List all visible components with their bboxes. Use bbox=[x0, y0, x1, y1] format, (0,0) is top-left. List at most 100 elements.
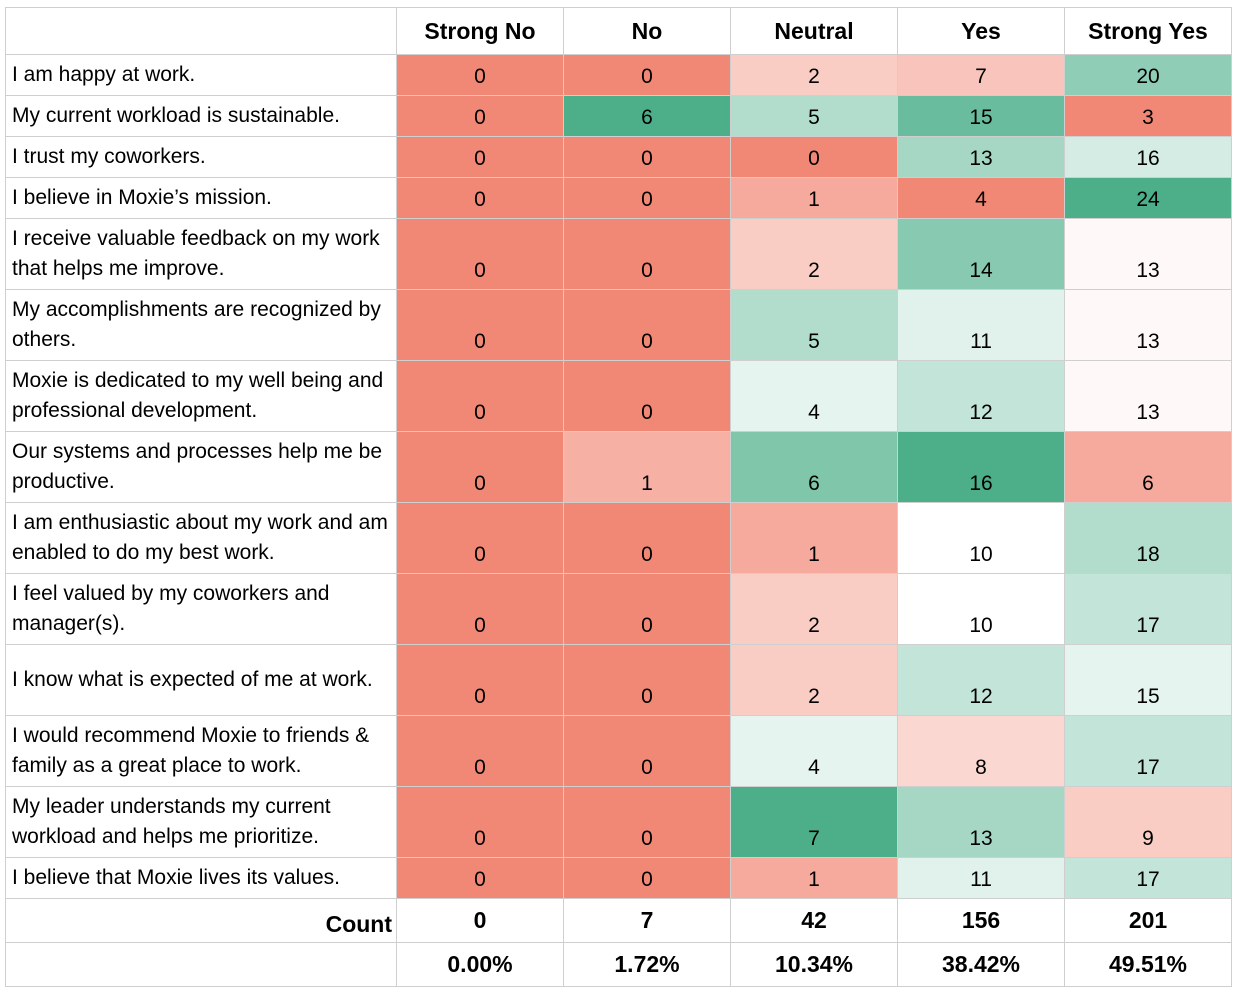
column-header-neutral: Neutral bbox=[730, 7, 898, 55]
cell-strong-yes: 9 bbox=[1064, 786, 1232, 858]
count-neutral: 42 bbox=[730, 898, 898, 943]
cell-no: 0 bbox=[563, 786, 731, 858]
cell-yes: 14 bbox=[897, 218, 1065, 290]
cell-strong-yes: 17 bbox=[1064, 715, 1232, 787]
percent-neutral: 10.34% bbox=[730, 942, 898, 987]
question-label: I know what is expected of me at work. bbox=[5, 644, 397, 716]
count-label: Count bbox=[5, 898, 397, 943]
cell-strong-no: 0 bbox=[396, 502, 564, 574]
cell-no: 0 bbox=[563, 715, 731, 787]
table-row: I am happy at work. 0 0 2 7 20 bbox=[5, 54, 1232, 96]
cell-yes: 7 bbox=[897, 54, 1065, 96]
cell-yes: 13 bbox=[897, 136, 1065, 178]
cell-yes: 10 bbox=[897, 502, 1065, 574]
table-row: Moxie is dedicated to my well being and … bbox=[5, 360, 1232, 432]
cell-neutral: 4 bbox=[730, 715, 898, 787]
cell-strong-no: 0 bbox=[396, 218, 564, 290]
header-row: Strong No No Neutral Yes Strong Yes bbox=[5, 7, 1232, 55]
table-row: I trust my coworkers. 0 0 0 13 16 bbox=[5, 136, 1232, 178]
table-row: I would recommend Moxie to friends & fam… bbox=[5, 715, 1232, 787]
cell-yes: 8 bbox=[897, 715, 1065, 787]
cell-strong-yes: 6 bbox=[1064, 431, 1232, 503]
cell-strong-yes: 17 bbox=[1064, 857, 1232, 899]
question-label: I would recommend Moxie to friends & fam… bbox=[5, 715, 397, 787]
cell-neutral: 2 bbox=[730, 644, 898, 716]
cell-no: 0 bbox=[563, 360, 731, 432]
cell-no: 6 bbox=[563, 95, 731, 137]
cell-strong-no: 0 bbox=[396, 54, 564, 96]
cell-yes: 16 bbox=[897, 431, 1065, 503]
cell-strong-no: 0 bbox=[396, 857, 564, 899]
table-row: My current workload is sustainable. 0 6 5 15… bbox=[5, 95, 1232, 137]
cell-yes: 13 bbox=[897, 786, 1065, 858]
cell-yes: 12 bbox=[897, 360, 1065, 432]
table-row: My accomplishments are recognized by oth… bbox=[5, 289, 1232, 361]
percent-strong-yes: 49.51% bbox=[1064, 942, 1232, 987]
cell-neutral: 6 bbox=[730, 431, 898, 503]
cell-strong-no: 0 bbox=[396, 177, 564, 219]
cell-neutral: 4 bbox=[730, 360, 898, 432]
cell-strong-yes: 16 bbox=[1064, 136, 1232, 178]
cell-no: 0 bbox=[563, 644, 731, 716]
question-label: I feel valued by my coworkers and manage… bbox=[5, 573, 397, 645]
table-row: I know what is expected of me at work. 0 0… bbox=[5, 644, 1232, 716]
percent-no: 1.72% bbox=[563, 942, 731, 987]
cell-neutral: 2 bbox=[730, 218, 898, 290]
cell-strong-yes: 13 bbox=[1064, 360, 1232, 432]
cell-strong-yes: 13 bbox=[1064, 218, 1232, 290]
cell-strong-no: 0 bbox=[396, 289, 564, 361]
column-header-yes: Yes bbox=[897, 7, 1065, 55]
cell-strong-yes: 15 bbox=[1064, 644, 1232, 716]
question-label: My accomplishments are recognized by oth… bbox=[5, 289, 397, 361]
corner-cell bbox=[5, 7, 397, 55]
question-label: I believe that Moxie lives its values. bbox=[5, 857, 397, 899]
cell-strong-no: 0 bbox=[396, 644, 564, 716]
cell-strong-no: 0 bbox=[396, 786, 564, 858]
cell-strong-yes: 3 bbox=[1064, 95, 1232, 137]
cell-yes: 11 bbox=[897, 857, 1065, 899]
cell-neutral: 7 bbox=[730, 786, 898, 858]
question-label: I believe in Moxie’s mission. bbox=[5, 177, 397, 219]
cell-no: 0 bbox=[563, 857, 731, 899]
question-label: My current workload is sustainable. bbox=[5, 95, 397, 137]
cell-yes: 4 bbox=[897, 177, 1065, 219]
table-row: I am enthusiastic about my work and am e… bbox=[5, 502, 1232, 574]
cell-yes: 11 bbox=[897, 289, 1065, 361]
column-header-strong-no: Strong No bbox=[396, 7, 564, 55]
column-header-strong-yes: Strong Yes bbox=[1064, 7, 1232, 55]
question-label: I trust my coworkers. bbox=[5, 136, 397, 178]
cell-neutral: 2 bbox=[730, 573, 898, 645]
cell-strong-no: 0 bbox=[396, 95, 564, 137]
cell-strong-yes: 17 bbox=[1064, 573, 1232, 645]
question-label: Our systems and processes help me be pro… bbox=[5, 431, 397, 503]
table-row: I receive valuable feedback on my work t… bbox=[5, 218, 1232, 290]
cell-strong-no: 0 bbox=[396, 136, 564, 178]
column-header-no: No bbox=[563, 7, 731, 55]
cell-neutral: 2 bbox=[730, 54, 898, 96]
percent-strong-no: 0.00% bbox=[396, 942, 564, 987]
percentage-row: 0.00% 1.72% 10.34% 38.42% 49.51% bbox=[5, 942, 1232, 987]
cell-yes: 10 bbox=[897, 573, 1065, 645]
table-body: I am happy at work. 0 0 2 7 20 My current work… bbox=[5, 54, 1232, 899]
table-row: Our systems and processes help me be pro… bbox=[5, 431, 1232, 503]
percentage-label-cell bbox=[5, 942, 397, 987]
count-yes: 156 bbox=[897, 898, 1065, 943]
cell-strong-yes: 18 bbox=[1064, 502, 1232, 574]
cell-neutral: 5 bbox=[730, 95, 898, 137]
cell-neutral: 0 bbox=[730, 136, 898, 178]
cell-no: 0 bbox=[563, 54, 731, 96]
cell-neutral: 5 bbox=[730, 289, 898, 361]
cell-no: 0 bbox=[563, 218, 731, 290]
survey-results-table: Strong No No Neutral Yes Strong Yes I am… bbox=[5, 7, 1232, 987]
question-label: My leader understands my current workloa… bbox=[5, 786, 397, 858]
cell-no: 0 bbox=[563, 573, 731, 645]
count-no: 7 bbox=[563, 898, 731, 943]
cell-neutral: 1 bbox=[730, 177, 898, 219]
table-row: My leader understands my current workloa… bbox=[5, 786, 1232, 858]
percent-yes: 38.42% bbox=[897, 942, 1065, 987]
cell-no: 0 bbox=[563, 177, 731, 219]
table-row: I feel valued by my coworkers and manage… bbox=[5, 573, 1232, 645]
cell-strong-no: 0 bbox=[396, 573, 564, 645]
cell-no: 1 bbox=[563, 431, 731, 503]
table-row: I believe in Moxie’s mission. 0 0 1 4 24 bbox=[5, 177, 1232, 219]
